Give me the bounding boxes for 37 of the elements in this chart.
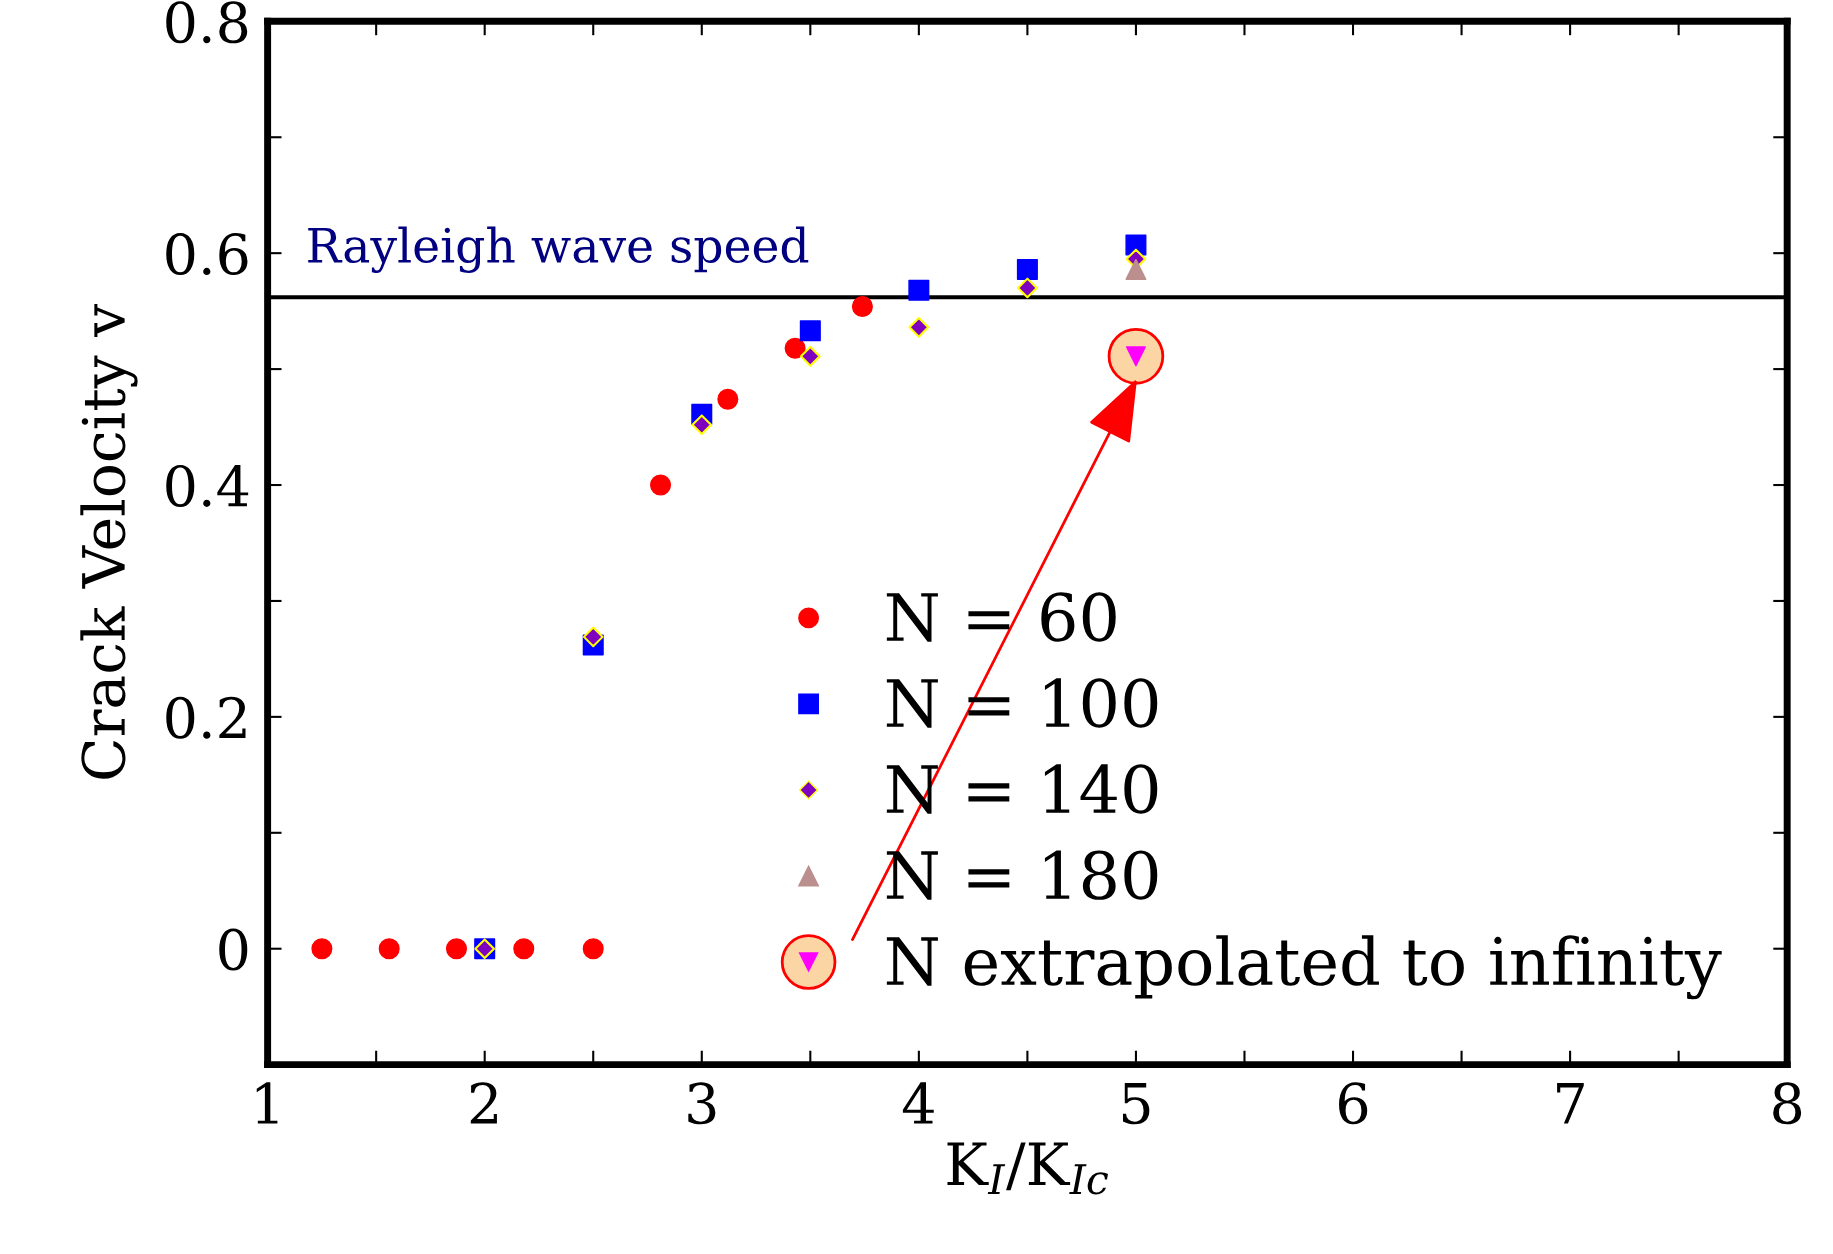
x-axis-title: K$_{I}$/K$_{Ic}$ [947,1142,1109,1195]
x-tick-label: 5 [1122,1083,1150,1125]
point [799,320,821,342]
y-tick-label: 0.6 [166,233,248,276]
x-tick-label: 8 [1773,1082,1802,1125]
x-tick-label: 7 [1557,1083,1584,1124]
point [1017,277,1038,299]
point [851,295,873,318]
point [513,938,535,960]
legend-label: N = 180 [886,850,1158,900]
x-tick-label: 2 [470,1082,497,1124]
point [908,317,930,338]
x-tick-label: 3 [688,1082,716,1125]
point [784,337,806,359]
y-tick-label: 0.4 [166,464,249,507]
x-tick-label: 1 [256,1082,278,1124]
x-tick-label: 4 [902,1082,934,1124]
ref-line-label: Rayleigh wave speed [308,226,809,273]
legend-label: N extrapolated to infinity [886,935,1722,1000]
point [799,345,821,367]
point [311,938,333,960]
point [1125,258,1147,280]
y-tick-label: 0 [219,928,248,971]
point [717,388,739,410]
point [445,938,467,960]
y-axis-title: Crack Velocity v [80,304,138,779]
point [378,938,400,960]
y-tick-label: 0.2 [166,696,246,739]
x-tick-label: 6 [1339,1082,1368,1125]
legend-label: N = 60 [886,592,1116,642]
point [1016,258,1038,280]
point [582,938,604,960]
point [650,474,672,496]
point [691,414,713,436]
y-tick-label: 0.8 [166,1,248,44]
point [908,279,930,301]
point [582,626,604,648]
